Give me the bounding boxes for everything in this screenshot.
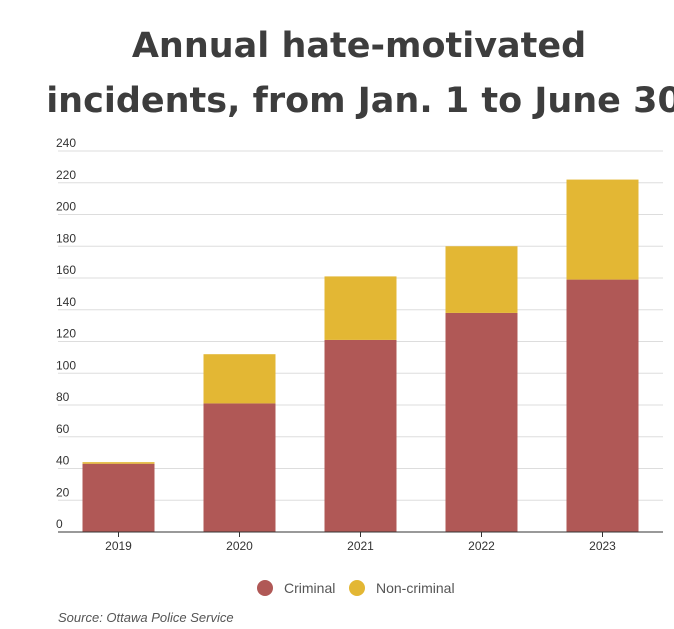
x-tick-label: 2021	[347, 539, 374, 553]
bar-non-criminal-2021	[324, 276, 397, 340]
y-tick-label: 160	[56, 263, 76, 277]
x-tick-label: 2022	[468, 539, 495, 553]
x-axis-ticks: 2019 2020 2021 2022 2023	[105, 532, 616, 553]
y-tick-label: 220	[56, 168, 76, 182]
bar-non-criminal-2023	[566, 179, 639, 280]
bar-criminal-2023	[566, 279, 639, 532]
bar-non-criminal-2022	[445, 246, 518, 313]
y-tick-label: 40	[56, 454, 70, 468]
y-tick-label: 140	[56, 295, 76, 309]
y-tick-label: 240	[56, 136, 76, 150]
bar-non-criminal-2019	[82, 462, 155, 464]
bar-criminal-2020	[203, 403, 276, 532]
y-tick-label: 180	[56, 231, 76, 245]
y-tick-label: 20	[56, 485, 70, 499]
bar-criminal-2022	[445, 312, 518, 532]
legend: Criminal Non-criminal	[257, 580, 455, 596]
y-tick-label: 0	[56, 517, 63, 531]
legend-label-criminal: Criminal	[284, 580, 335, 596]
y-tick-label: 80	[56, 390, 70, 404]
bar-criminal-2021	[324, 339, 397, 532]
source-note: Source: Ottawa Police Service	[58, 610, 234, 625]
y-tick-label: 120	[56, 327, 76, 341]
x-tick-label: 2020	[226, 539, 253, 553]
chart-title-line-2: incidents, from Jan. 1 to June 30	[46, 81, 674, 121]
y-tick-label: 100	[56, 358, 76, 372]
bars	[82, 179, 639, 532]
y-tick-label: 60	[56, 422, 70, 436]
legend-label-non-criminal: Non-criminal	[376, 580, 455, 596]
bar-criminal-2019	[82, 463, 155, 532]
chart-title-line-1: Annual hate-motivated	[132, 26, 586, 66]
legend-swatch-non-criminal	[349, 580, 365, 596]
legend-swatch-criminal	[257, 580, 273, 596]
y-tick-label: 200	[56, 200, 76, 214]
x-tick-label: 2023	[589, 539, 616, 553]
y-axis-ticks: 0 20 40 60 80 100 120 140 160 180 200 220 240	[56, 136, 76, 531]
bar-non-criminal-2020	[203, 354, 276, 404]
x-tick-label: 2019	[105, 539, 132, 553]
